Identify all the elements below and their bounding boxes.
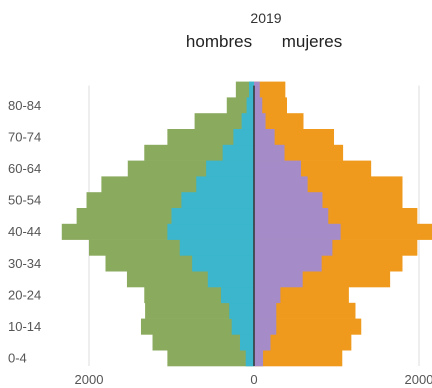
bar-series1-55-59 [196, 176, 254, 193]
bar-series0-5-9 [152, 334, 254, 351]
bar-series2-15-19 [254, 302, 356, 319]
y-tick-label-70-74: 70-74 [8, 129, 41, 144]
bar-series1-40-44 [167, 223, 254, 240]
bars [61, 81, 432, 367]
bar-series3-55-59 [254, 176, 308, 193]
y-tick-label-60-64: 60-64 [8, 161, 41, 176]
bar-series2-10-14 [254, 318, 362, 335]
bar-series3-60-64 [254, 160, 302, 177]
bar-series3-30-34 [254, 255, 322, 272]
y-tick-label-40-44: 40-44 [8, 224, 41, 239]
bar-series1-0-4 [245, 350, 254, 367]
left-series-header: hombres [186, 32, 252, 51]
bar-series1-25-29 [207, 271, 254, 288]
bar-series3-0-4 [254, 350, 264, 367]
right-series-header: mujeres [282, 32, 342, 51]
bar-series1-70-74 [233, 129, 254, 146]
bar-series1-30-34 [192, 255, 254, 272]
y-tick-label-20-24: 20-24 [8, 287, 41, 302]
bar-series1-10-14 [231, 318, 254, 335]
bar-series0-70-74 [167, 129, 254, 146]
bar-series1-35-39 [179, 239, 254, 256]
bar-series3-20-24 [254, 287, 281, 304]
bar-series2-85-89 [254, 81, 286, 98]
bar-series1-50-54 [181, 192, 254, 209]
bar-series0-75-79 [194, 113, 254, 130]
y-tick-label-80-84: 80-84 [8, 98, 41, 113]
y-tick-labels: 0-4 10-14 20-24 30-34 40-44 50-54 60-64 70-74 80… [8, 98, 41, 366]
bar-series1-85-89 [249, 81, 254, 98]
y-tick-label-50-54: 50-54 [8, 193, 41, 208]
bar-series3-70-74 [254, 129, 275, 146]
bar-series3-5-9 [254, 334, 271, 351]
bar-series0-15-19 [145, 302, 254, 319]
bar-series1-15-19 [229, 302, 254, 319]
bar-series3-65-69 [254, 144, 285, 161]
bar-series3-45-49 [254, 208, 329, 225]
x-tick-labels: 2000 0 2000 [75, 372, 432, 387]
bar-series3-75-79 [254, 113, 266, 130]
bar-series1-20-24 [221, 287, 254, 304]
bar-series3-40-44 [254, 223, 341, 240]
bar-series3-15-19 [254, 302, 277, 319]
x-tick-label-2: 2000 [405, 372, 432, 387]
bar-series1-60-64 [206, 160, 254, 177]
bar-series3-35-39 [254, 239, 333, 256]
bar-series1-5-9 [239, 334, 254, 351]
bar-series3-80-84 [254, 97, 263, 114]
x-tick-label-1: 0 [250, 372, 257, 387]
bar-series2-75-79 [254, 113, 304, 130]
bar-series2-5-9 [254, 334, 352, 351]
y-tick-label-0-4: 0-4 [8, 351, 27, 366]
bar-series3-50-54 [254, 192, 323, 209]
bar-series0-0-4 [167, 350, 254, 367]
bar-series1-65-69 [222, 144, 254, 161]
bar-series0-10-14 [140, 318, 254, 335]
bar-series3-10-14 [254, 318, 277, 335]
bar-series1-75-79 [241, 113, 254, 130]
bar-series3-85-89 [254, 81, 260, 98]
y-tick-label-30-34: 30-34 [8, 256, 41, 271]
chart-title: 2019 [250, 10, 281, 26]
bar-series1-80-84 [246, 97, 254, 114]
bar-series2-0-4 [254, 350, 343, 367]
x-tick-label-0: 2000 [75, 372, 104, 387]
y-tick-label-10-14: 10-14 [8, 319, 41, 334]
bar-series3-25-29 [254, 271, 303, 288]
bar-series1-45-49 [171, 208, 254, 225]
